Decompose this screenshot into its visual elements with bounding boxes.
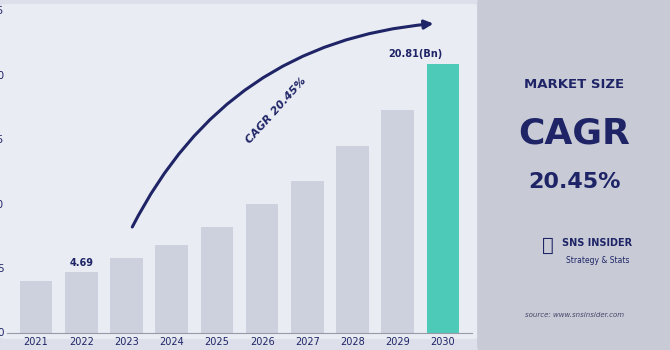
Bar — [427, 64, 459, 332]
FancyBboxPatch shape — [0, 4, 482, 339]
Text: SNS INSIDER: SNS INSIDER — [562, 238, 632, 248]
Bar — [20, 281, 52, 332]
Bar — [381, 110, 414, 332]
Text: 20.45%: 20.45% — [528, 172, 621, 192]
FancyBboxPatch shape — [477, 0, 670, 350]
Text: source: www.snsinsider.com: source: www.snsinsider.com — [525, 312, 624, 318]
Text: 4.69: 4.69 — [69, 258, 93, 268]
Bar — [200, 227, 233, 332]
Bar — [291, 181, 324, 332]
Text: CAGR 20.45%: CAGR 20.45% — [244, 76, 308, 146]
Text: 20.81(Bn): 20.81(Bn) — [389, 49, 443, 59]
Bar — [111, 258, 143, 332]
Bar — [155, 245, 188, 332]
Bar — [246, 204, 279, 332]
Text: Strategy & Stats: Strategy & Stats — [565, 256, 629, 265]
Text: MARKET SIZE: MARKET SIZE — [525, 77, 624, 91]
Bar — [336, 146, 368, 332]
Text: CAGR: CAGR — [519, 116, 630, 150]
FancyArrowPatch shape — [132, 21, 430, 227]
Text: 🏰: 🏰 — [542, 236, 553, 254]
Bar — [65, 272, 98, 332]
